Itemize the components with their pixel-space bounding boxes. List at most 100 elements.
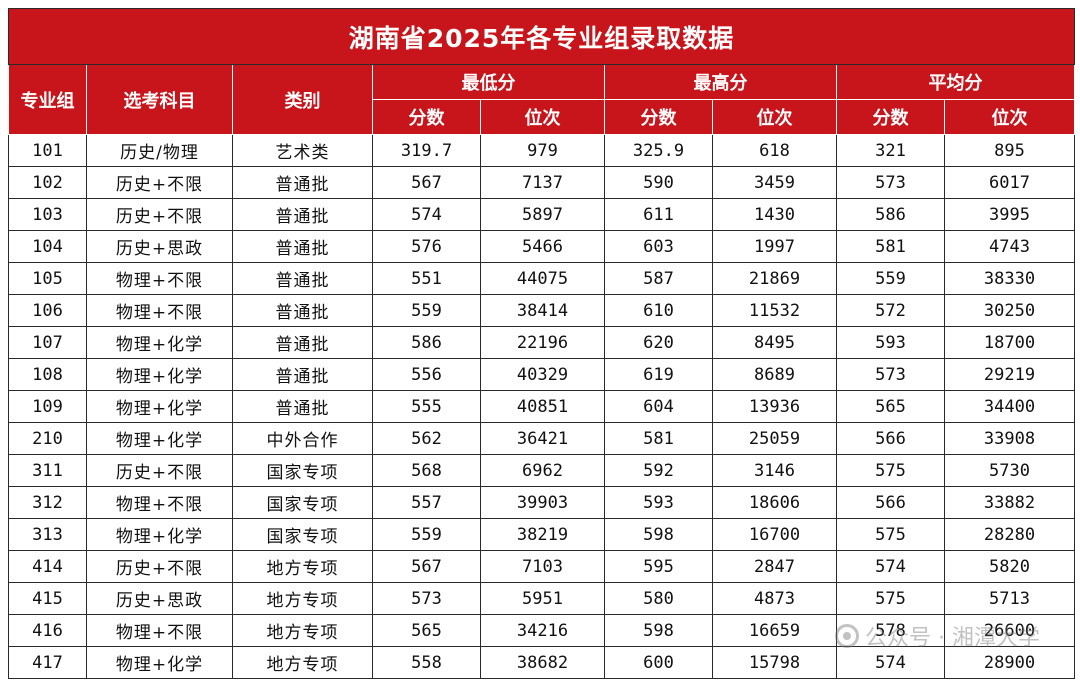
cell-max-rank: 16659 <box>712 614 837 647</box>
cell-category: 普通批 <box>232 198 373 231</box>
cell-subjects: 历史+不限 <box>86 454 233 487</box>
cell-min-rank: 7103 <box>480 550 605 583</box>
cell-group: 313 <box>8 518 87 551</box>
cell-min-score: 557 <box>372 486 481 519</box>
cell-category: 地方专项 <box>232 646 373 679</box>
cell-max-rank: 18606 <box>712 486 837 519</box>
cell-min-score: 574 <box>372 198 481 231</box>
table-row: 102 历史+不限 普通批 567 7137 590 3459 573 6017 <box>8 166 1076 199</box>
cell-max-score: 619 <box>604 358 713 391</box>
cell-min-score: 556 <box>372 358 481 391</box>
cell-avg-rank: 5713 <box>943 582 1076 615</box>
cell-min-score: 558 <box>372 646 481 679</box>
cell-min-score: 562 <box>372 422 481 455</box>
cell-max-score: 604 <box>604 390 713 423</box>
cell-group: 108 <box>8 358 87 391</box>
cell-avg-score: 586 <box>836 198 945 231</box>
cell-avg-rank: 38330 <box>943 262 1076 295</box>
cell-min-rank: 5951 <box>480 582 605 615</box>
header-max-rank: 位次 <box>712 99 837 135</box>
cell-avg-rank: 28280 <box>943 518 1076 551</box>
cell-category: 地方专项 <box>232 550 373 583</box>
cell-avg-score: 559 <box>836 262 945 295</box>
table-row: 414 历史+不限 地方专项 567 7103 595 2847 574 5820 <box>8 550 1076 583</box>
cell-max-rank: 13936 <box>712 390 837 423</box>
cell-max-score: 590 <box>604 166 713 199</box>
cell-category: 中外合作 <box>232 422 373 455</box>
cell-subjects: 物理+不限 <box>86 614 233 647</box>
cell-max-score: 603 <box>604 230 713 263</box>
header-max: 最高分 <box>604 64 837 100</box>
cell-subjects: 历史+不限 <box>86 198 233 231</box>
cell-avg-rank: 34400 <box>943 390 1076 423</box>
header-avg: 平均分 <box>835 64 1076 100</box>
cell-min-rank: 40329 <box>480 358 605 391</box>
cell-min-score: 559 <box>372 294 481 327</box>
cell-min-rank: 39903 <box>480 486 605 519</box>
cell-max-score: 587 <box>604 262 713 295</box>
header-avg-score: 分数 <box>836 99 945 135</box>
cell-category: 国家专项 <box>232 486 373 519</box>
table-body: 101 历史/物理 艺术类 319.7 979 325.9 618 321 895 102 历史+不… <box>8 134 1076 679</box>
header-subjects: 选考科目 <box>86 64 233 135</box>
header-avg-rank: 位次 <box>943 99 1076 135</box>
cell-category: 国家专项 <box>232 518 373 551</box>
cell-subjects: 历史+思政 <box>86 230 233 263</box>
admission-table-sheet: 湖南省2025年各专业组录取数据 专业组 选考科目 类别 最低分 最高分 平均分… <box>7 8 1076 684</box>
cell-avg-score: 573 <box>836 166 945 199</box>
table-header: 湖南省2025年各专业组录取数据 专业组 选考科目 类别 最低分 最高分 平均分… <box>7 8 1076 135</box>
cell-group: 414 <box>8 550 87 583</box>
cell-group: 102 <box>8 166 87 199</box>
cell-group: 106 <box>8 294 87 327</box>
cell-category: 普通批 <box>232 262 373 295</box>
cell-category: 地方专项 <box>232 614 373 647</box>
cell-avg-score: 572 <box>836 294 945 327</box>
cell-max-rank: 25059 <box>712 422 837 455</box>
cell-avg-rank: 5820 <box>943 550 1076 583</box>
cell-avg-rank: 18700 <box>943 326 1076 359</box>
cell-subjects: 历史+思政 <box>86 582 233 615</box>
table-row: 103 历史+不限 普通批 574 5897 611 1430 586 3995 <box>8 198 1076 231</box>
cell-avg-rank: 28900 <box>943 646 1076 679</box>
cell-max-rank: 8495 <box>712 326 837 359</box>
header-min-rank: 位次 <box>480 99 605 135</box>
table-row: 109 物理+化学 普通批 555 40851 604 13936 565 34400 <box>8 390 1076 423</box>
cell-category: 普通批 <box>232 166 373 199</box>
cell-subjects: 历史/物理 <box>86 134 233 167</box>
cell-max-score: 610 <box>604 294 713 327</box>
cell-min-rank: 22196 <box>480 326 605 359</box>
cell-avg-score: 566 <box>836 486 945 519</box>
cell-subjects: 物理+化学 <box>86 646 233 679</box>
cell-max-rank: 15798 <box>712 646 837 679</box>
cell-min-rank: 34216 <box>480 614 605 647</box>
cell-category: 普通批 <box>232 326 373 359</box>
cell-avg-score: 565 <box>836 390 945 423</box>
cell-max-score: 595 <box>604 550 713 583</box>
cell-min-rank: 6962 <box>480 454 605 487</box>
cell-max-rank: 1430 <box>712 198 837 231</box>
cell-category: 国家专项 <box>232 454 373 487</box>
table-row: 108 物理+化学 普通批 556 40329 619 8689 573 29219 <box>8 358 1076 391</box>
cell-avg-score: 573 <box>836 358 945 391</box>
cell-avg-score: 566 <box>836 422 945 455</box>
cell-max-rank: 11532 <box>712 294 837 327</box>
cell-max-score: 581 <box>604 422 713 455</box>
cell-max-score: 593 <box>604 486 713 519</box>
cell-group: 312 <box>8 486 87 519</box>
cell-max-score: 600 <box>604 646 713 679</box>
cell-category: 普通批 <box>232 294 373 327</box>
cell-subjects: 历史+不限 <box>86 550 233 583</box>
cell-max-rank: 3459 <box>712 166 837 199</box>
cell-avg-score: 575 <box>836 582 945 615</box>
cell-max-rank: 2847 <box>712 550 837 583</box>
cell-min-score: 559 <box>372 518 481 551</box>
cell-category: 地方专项 <box>232 582 373 615</box>
cell-min-rank: 44075 <box>480 262 605 295</box>
cell-avg-rank: 6017 <box>943 166 1076 199</box>
cell-group: 109 <box>8 390 87 423</box>
cell-min-score: 568 <box>372 454 481 487</box>
table-row: 416 物理+不限 地方专项 565 34216 598 16659 578 26600 <box>8 614 1076 647</box>
header-min-score: 分数 <box>372 99 481 135</box>
cell-avg-rank: 33882 <box>943 486 1076 519</box>
table-row: 311 历史+不限 国家专项 568 6962 592 3146 575 5730 <box>8 454 1076 487</box>
